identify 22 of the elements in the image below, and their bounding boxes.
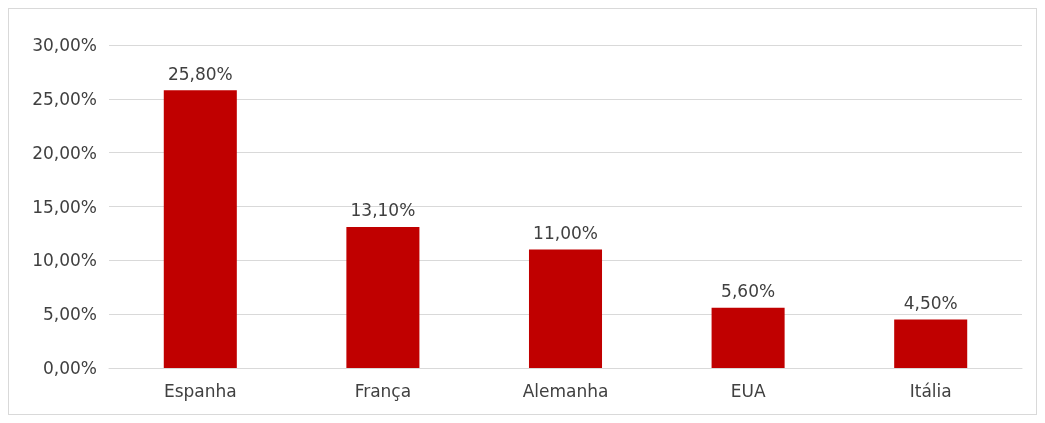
bar [711,307,785,368]
y-tick-label: 0,00% [42,358,97,378]
bar [528,249,603,368]
y-tick-label: 10,00% [32,250,97,271]
y-tick-label: 25,00% [32,88,97,109]
x-tick-label: EUA [730,380,766,401]
y-tick-label: 15,00% [32,196,97,217]
y-tick-label: 20,00% [32,142,97,163]
y-tick-label: 30,00% [32,35,97,55]
data-label: 13,10% [350,200,416,221]
y-tick-label: 5,00% [42,304,97,325]
x-tick-label: Espanha [163,380,237,401]
bar [163,90,237,368]
x-tick-label: Itália [909,380,952,401]
data-label: 4,50% [903,293,958,314]
data-label: 25,80% [167,63,233,84]
x-tick-label: França [354,380,412,401]
x-tick-label: Alemanha [522,380,609,401]
data-label: 11,00% [533,223,598,244]
bar [346,226,420,368]
data-label: 5,60% [721,281,776,302]
bar [894,319,968,368]
